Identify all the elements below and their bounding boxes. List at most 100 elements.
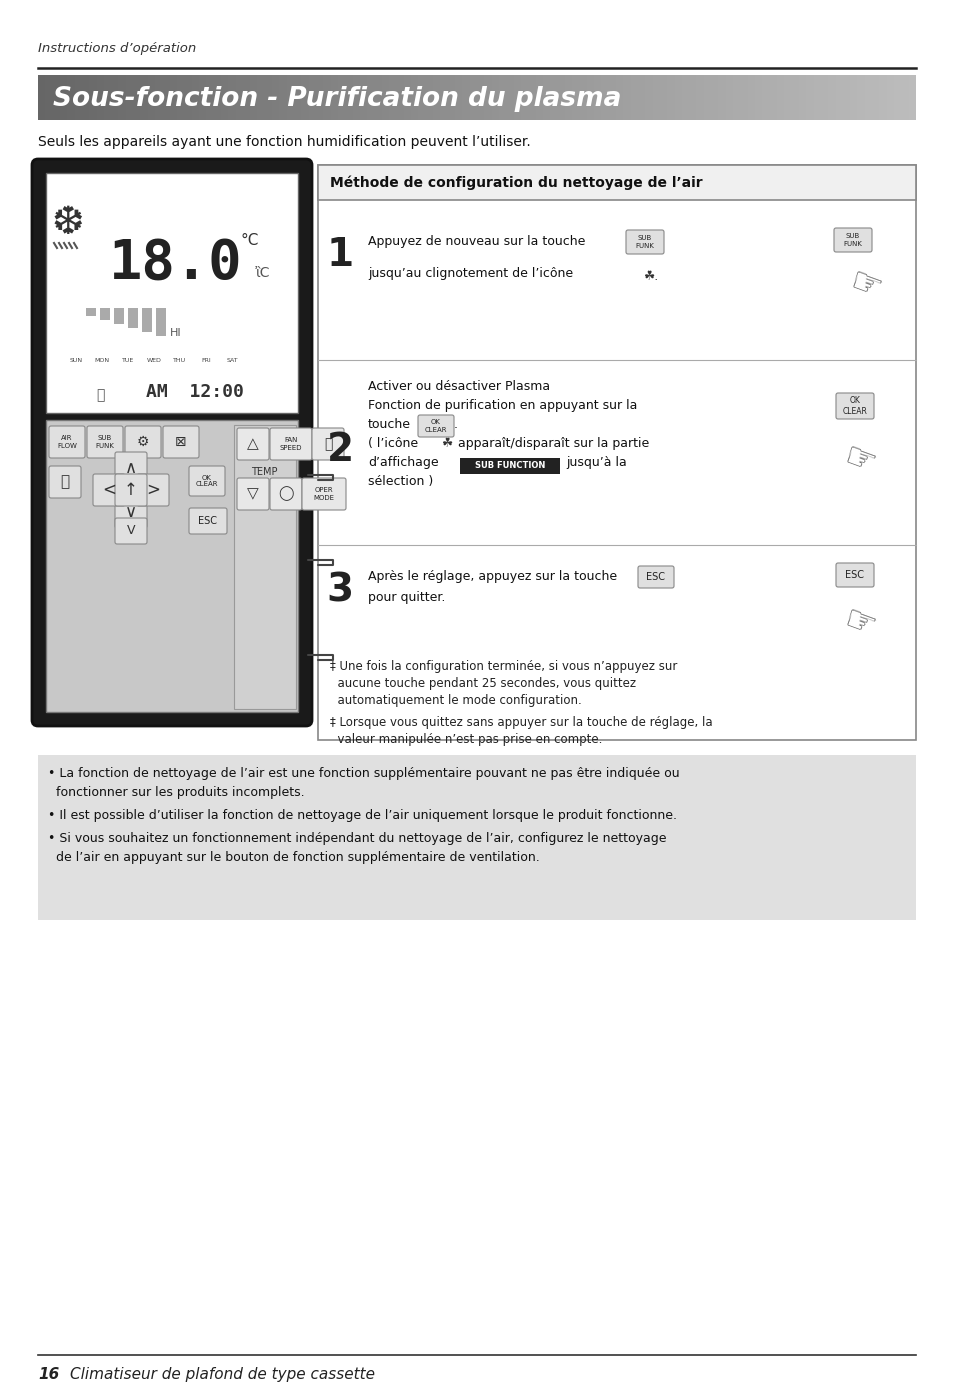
Bar xyxy=(345,76,353,120)
Text: SAT: SAT xyxy=(226,358,237,363)
Bar xyxy=(885,76,893,120)
Bar xyxy=(703,76,710,120)
Bar xyxy=(564,76,572,120)
Text: • La fonction de nettoyage de l’air est une fonction supplémentaire pouvant ne p: • La fonction de nettoyage de l’air est … xyxy=(48,767,679,780)
Bar xyxy=(513,76,520,120)
Text: V: V xyxy=(127,525,135,538)
Text: touche: touche xyxy=(368,419,411,431)
Bar xyxy=(857,76,863,120)
Text: pour quitter.: pour quitter. xyxy=(368,591,445,603)
Bar xyxy=(46,76,52,120)
Text: ↑: ↑ xyxy=(124,482,138,498)
FancyBboxPatch shape xyxy=(115,496,147,528)
Bar xyxy=(375,76,381,120)
Text: jusqu’à la: jusqu’à la xyxy=(565,456,626,469)
Bar xyxy=(133,76,140,120)
Text: OPER
MODE: OPER MODE xyxy=(314,487,335,501)
Bar xyxy=(140,76,148,120)
Text: △: △ xyxy=(247,437,258,451)
Text: ☞: ☞ xyxy=(844,263,886,307)
Bar xyxy=(184,76,192,120)
Text: ( l’icône: ( l’icône xyxy=(368,437,417,449)
Text: jusqu’au clignotement de l’icône: jusqu’au clignotement de l’icône xyxy=(368,267,573,280)
Text: Sous-fonction - Purification du plasma: Sous-fonction - Purification du plasma xyxy=(53,85,620,112)
Bar xyxy=(440,76,447,120)
FancyBboxPatch shape xyxy=(236,477,269,510)
Bar xyxy=(38,755,915,920)
Text: THU: THU xyxy=(173,358,187,363)
Bar xyxy=(459,458,559,475)
Bar xyxy=(257,76,265,120)
Text: <: < xyxy=(102,482,116,498)
Bar xyxy=(638,76,644,120)
FancyBboxPatch shape xyxy=(835,563,873,587)
FancyBboxPatch shape xyxy=(92,475,125,505)
FancyBboxPatch shape xyxy=(125,426,161,458)
FancyBboxPatch shape xyxy=(270,477,302,510)
Text: ⌚: ⌚ xyxy=(60,475,70,490)
Text: HI: HI xyxy=(170,328,182,337)
Text: valeur manipulée n’est pas prise en compte.: valeur manipulée n’est pas prise en comp… xyxy=(330,734,601,746)
Text: ⌚: ⌚ xyxy=(96,388,104,402)
Bar xyxy=(162,76,170,120)
Text: FRI: FRI xyxy=(201,358,211,363)
Bar xyxy=(783,76,791,120)
Bar xyxy=(301,76,309,120)
Bar xyxy=(747,76,754,120)
Bar xyxy=(403,76,411,120)
Bar xyxy=(484,76,491,120)
Bar xyxy=(86,308,96,316)
Bar xyxy=(192,76,199,120)
Text: ἲC️: ἲC️ xyxy=(255,266,271,280)
Bar xyxy=(835,76,841,120)
Bar xyxy=(418,76,425,120)
Text: 1: 1 xyxy=(326,237,354,274)
Text: • Il est possible d’utiliser la fonction de nettoyage de l’air uniquement lorsqu: • Il est possible d’utiliser la fonction… xyxy=(48,809,677,822)
FancyBboxPatch shape xyxy=(189,466,225,496)
Bar xyxy=(849,76,857,120)
Text: TUE: TUE xyxy=(122,358,134,363)
Text: Appuyez de nouveau sur la touche: Appuyez de nouveau sur la touche xyxy=(368,235,585,248)
Bar xyxy=(754,76,761,120)
Text: Instructions d’opération: Instructions d’opération xyxy=(38,42,196,55)
Bar xyxy=(323,76,331,120)
Bar xyxy=(725,76,732,120)
FancyBboxPatch shape xyxy=(638,566,673,588)
Bar xyxy=(907,76,915,120)
Text: Fonction de purification en appuyant sur la: Fonction de purification en appuyant sur… xyxy=(368,399,637,412)
Bar xyxy=(820,76,827,120)
Text: ⊠: ⊠ xyxy=(175,435,187,449)
Bar xyxy=(38,76,46,120)
Bar xyxy=(233,426,295,708)
Text: ‡ Lorsque vous quittez sans appuyer sur la touche de réglage, la: ‡ Lorsque vous quittez sans appuyer sur … xyxy=(330,715,712,729)
FancyBboxPatch shape xyxy=(302,477,346,510)
Bar xyxy=(572,76,578,120)
Text: ⚙: ⚙ xyxy=(136,435,149,449)
Bar xyxy=(535,76,542,120)
Bar xyxy=(476,76,484,120)
Bar xyxy=(718,76,725,120)
Bar xyxy=(315,76,323,120)
Bar xyxy=(46,420,297,713)
Bar xyxy=(696,76,703,120)
Text: 3: 3 xyxy=(326,571,354,609)
Text: ‡ Une fois la configuration terminée, si vous n’appuyez sur: ‡ Une fois la configuration terminée, si… xyxy=(330,659,677,673)
Text: 2: 2 xyxy=(326,431,354,469)
Text: ESC: ESC xyxy=(646,573,665,582)
Bar xyxy=(761,76,769,120)
Bar xyxy=(879,76,885,120)
Bar xyxy=(791,76,798,120)
Bar xyxy=(46,174,297,413)
FancyBboxPatch shape xyxy=(49,466,81,498)
Text: ☘.: ☘. xyxy=(642,270,658,283)
FancyBboxPatch shape xyxy=(417,414,454,437)
Text: OK
CLEAR: OK CLEAR xyxy=(195,475,218,487)
Bar xyxy=(600,76,608,120)
Bar xyxy=(425,76,433,120)
Bar xyxy=(170,76,177,120)
Bar xyxy=(893,76,901,120)
Bar xyxy=(353,76,359,120)
Bar xyxy=(287,76,294,120)
Bar xyxy=(506,76,513,120)
Bar xyxy=(118,76,126,120)
